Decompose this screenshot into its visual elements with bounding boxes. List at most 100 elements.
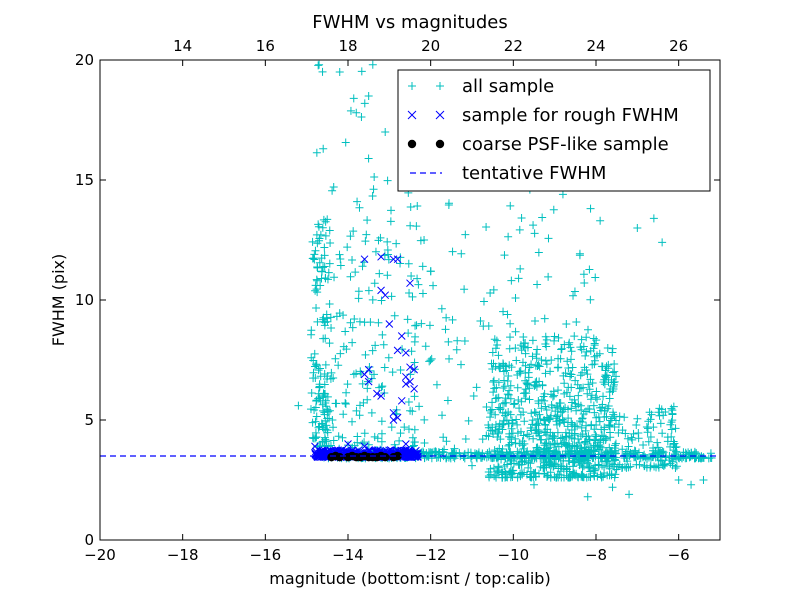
series-0-point	[311, 246, 320, 255]
series-0-point	[570, 332, 579, 341]
series-0-point	[450, 448, 459, 457]
series-0-point	[427, 354, 436, 363]
series-0-point	[348, 323, 357, 332]
series-0-point	[573, 422, 582, 431]
series-0-point	[518, 441, 527, 450]
series-1-point	[393, 255, 402, 264]
series-0-point	[667, 425, 676, 434]
series-0-point	[516, 264, 525, 273]
series-0-point	[482, 403, 491, 412]
series-0-point	[535, 362, 544, 371]
series-0-point	[579, 270, 588, 279]
series-0-point	[312, 275, 321, 284]
series-0-point	[598, 362, 607, 371]
series-0-point	[542, 360, 551, 369]
series-0-point	[499, 361, 508, 370]
series-0-point	[600, 380, 609, 389]
series-0-point	[411, 321, 420, 330]
series-0-point	[429, 281, 438, 290]
series-0-point	[453, 336, 462, 345]
series-0-point	[377, 429, 386, 438]
series-0-point	[605, 420, 614, 429]
series-0-point	[524, 463, 533, 472]
series-0-point	[312, 412, 321, 421]
series-0-point	[376, 233, 385, 242]
series-0-point	[674, 476, 683, 484]
series-0-point	[621, 429, 630, 438]
series-0-point	[513, 420, 522, 429]
series-0-point	[560, 379, 569, 388]
series-0-point	[572, 318, 581, 327]
series-0-point	[432, 453, 441, 462]
series-0-point	[487, 359, 496, 368]
series-0-point	[426, 267, 435, 276]
series-0-point	[319, 389, 328, 398]
series-0-point	[499, 399, 508, 408]
series-0-point	[325, 406, 334, 415]
series-0-point	[529, 221, 538, 230]
series-1-point	[385, 320, 394, 328]
series-0-point	[527, 360, 536, 369]
series-0-point	[334, 361, 343, 370]
series-0-point	[600, 406, 609, 415]
series-0-point	[595, 461, 604, 470]
series-0-point	[516, 469, 525, 478]
series-0-point	[556, 461, 565, 470]
series-0-point	[604, 451, 613, 460]
series-0-point	[313, 239, 322, 248]
series-0-point	[384, 255, 393, 264]
series-0-point	[528, 336, 537, 345]
series-0-point	[341, 399, 350, 408]
series-0-point	[371, 247, 380, 256]
series-0-point	[549, 447, 558, 456]
series-0-point	[511, 327, 520, 336]
series-0-point	[352, 369, 361, 378]
series-0-point	[534, 396, 543, 405]
series-0-point	[629, 429, 638, 438]
series-0-point	[530, 407, 539, 416]
series-0-point	[587, 391, 596, 400]
series-0-point	[615, 412, 624, 421]
legend-marker	[408, 82, 444, 90]
series-0-point	[317, 419, 326, 428]
series-0-point	[503, 390, 512, 399]
series-0-point	[377, 296, 386, 305]
series-0-point	[610, 422, 619, 431]
series-0-point	[404, 259, 413, 268]
series-0-point	[593, 395, 602, 404]
series-0-point	[364, 286, 373, 295]
series-0-point	[589, 453, 598, 462]
series-0-point	[328, 186, 337, 195]
series-0-point	[568, 363, 577, 372]
series-0-point	[625, 490, 634, 499]
series-0-point	[518, 453, 527, 462]
series-0-point	[322, 374, 331, 383]
series-0-point	[492, 454, 501, 463]
series-0-point	[657, 405, 666, 414]
series-0-point	[505, 440, 514, 449]
x-tick-label: −12	[415, 546, 447, 564]
series-0-point	[563, 422, 572, 431]
series-0-point	[491, 410, 500, 419]
series-0-point	[581, 448, 590, 457]
series-0-point	[404, 425, 413, 434]
series-0-point	[607, 471, 616, 480]
series-0-point	[308, 254, 317, 263]
series-0-point	[596, 216, 605, 225]
series-0-point	[601, 370, 610, 379]
x-tick-label: −14	[332, 546, 364, 564]
series-0-point	[558, 190, 567, 199]
series-0-point	[553, 403, 562, 412]
series-0-point	[500, 251, 509, 260]
series-0-point	[442, 454, 451, 463]
series-0-point	[319, 144, 328, 153]
series-0-point	[532, 382, 541, 391]
series-0-point	[542, 342, 551, 351]
series-0-point	[323, 392, 332, 401]
y-tick-label: 10	[75, 291, 94, 309]
series-1-point	[364, 377, 373, 386]
series-0-point	[341, 327, 350, 336]
series-0-point	[622, 463, 631, 472]
series-0-point	[493, 340, 502, 349]
series-0-point	[377, 437, 386, 446]
